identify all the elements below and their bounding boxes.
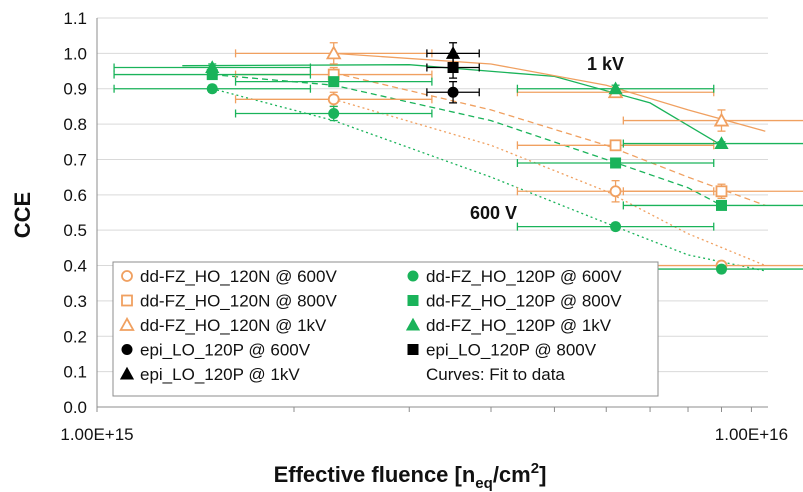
y-tick-label-11: 1.1 bbox=[63, 9, 87, 28]
x-axis-title: Effective fluence [neq/cm2] bbox=[274, 460, 547, 492]
y-axis-title: CCE bbox=[10, 192, 35, 238]
y-tick-label-3: 0.3 bbox=[63, 292, 87, 311]
annotation-1kv: 1 kV bbox=[587, 54, 624, 74]
point-marker bbox=[327, 93, 340, 106]
fit-curve-3 bbox=[212, 73, 722, 206]
axes bbox=[96, 18, 768, 412]
y-tick-label-6: 0.6 bbox=[63, 186, 87, 205]
point-s6-0 bbox=[426, 81, 480, 104]
legend-label-3: dd-FZ_HO_120P @ 800V bbox=[426, 292, 622, 311]
fit-curve-5 bbox=[212, 88, 766, 272]
legend-label-6: epi_LO_120P @ 600V bbox=[140, 341, 311, 360]
point-s3-3 bbox=[622, 199, 803, 211]
point-marker bbox=[609, 139, 622, 152]
point-marker bbox=[715, 199, 727, 211]
x-tick-label-1: 1.00E+16 bbox=[715, 425, 788, 444]
point-s2-2 bbox=[622, 183, 803, 200]
point-marker bbox=[610, 221, 622, 233]
point-marker bbox=[609, 185, 622, 198]
legend-label-1: dd-FZ_HO_120P @ 600V bbox=[426, 267, 622, 286]
point-marker bbox=[447, 86, 459, 98]
data-points bbox=[113, 42, 803, 275]
legend-label-2: dd-FZ_HO_120N @ 800V bbox=[140, 292, 337, 311]
legend: dd-FZ_HO_120N @ 600V dd-FZ_HO_120P @ 600V… bbox=[112, 261, 659, 397]
fit-curve-0 bbox=[182, 64, 722, 146]
legend-marker-8 bbox=[119, 366, 135, 380]
point-marker bbox=[206, 83, 218, 95]
y-tick-label-5: 0.5 bbox=[63, 221, 87, 240]
legend-label-4: dd-FZ_HO_120N @ 1kV bbox=[140, 316, 327, 335]
legend-marker-4 bbox=[119, 316, 135, 331]
legend-marker-0 bbox=[121, 270, 133, 282]
legend-marker-7 bbox=[407, 344, 419, 355]
point-s5-0 bbox=[113, 60, 312, 74]
legend-marker-6 bbox=[121, 344, 133, 355]
y-tick-label-9: 0.9 bbox=[63, 80, 87, 99]
y-tick-label-1: 0.1 bbox=[63, 363, 87, 382]
legend-marker-2 bbox=[121, 294, 133, 307]
point-s5-1 bbox=[516, 81, 715, 95]
point-s4-2 bbox=[622, 109, 803, 132]
point-s5-2 bbox=[622, 136, 803, 150]
point-s3-1 bbox=[234, 76, 433, 88]
point-marker bbox=[714, 136, 729, 150]
point-s1-0 bbox=[113, 83, 312, 95]
point-marker bbox=[713, 112, 730, 127]
annotation-600v: 600 V bbox=[470, 203, 517, 223]
point-s2-1 bbox=[516, 139, 715, 152]
legend-label-7: epi_LO_120P @ 800V bbox=[426, 341, 597, 360]
point-marker bbox=[715, 185, 728, 198]
tick-labels: 0.0 0.1 0.2 0.3 0.4 0.5 0.6 0.7 0.8 0.9 1.0 1.1 1.00… bbox=[60, 9, 788, 444]
legend-marker-1 bbox=[407, 270, 419, 282]
point-marker bbox=[328, 107, 340, 119]
point-marker bbox=[610, 157, 622, 169]
legend-label-0: dd-FZ_HO_120N @ 600V bbox=[140, 267, 337, 286]
point-s0-0 bbox=[234, 91, 433, 108]
y-tick-label-4: 0.4 bbox=[63, 257, 87, 276]
legend-box bbox=[112, 261, 659, 397]
point-s3-2 bbox=[516, 157, 715, 169]
x-tick-label-0: 1.00E+15 bbox=[60, 425, 133, 444]
legend-note: Curves: Fit to data bbox=[426, 365, 565, 384]
point-s1-2 bbox=[516, 221, 715, 233]
y-tick-label-10: 1.0 bbox=[63, 44, 87, 63]
point-s8-0 bbox=[426, 42, 480, 65]
legend-marker-5 bbox=[405, 317, 421, 331]
legend-marker-3 bbox=[407, 295, 419, 306]
point-marker bbox=[445, 46, 461, 59]
fit-curve-1 bbox=[333, 52, 766, 132]
point-marker bbox=[325, 45, 342, 60]
point-s4-0 bbox=[234, 42, 433, 65]
y-tick-label-8: 0.8 bbox=[63, 115, 87, 134]
fit-curves bbox=[182, 52, 766, 272]
y-tick-label-7: 0.7 bbox=[63, 150, 87, 169]
point-marker bbox=[328, 76, 340, 88]
point-marker bbox=[205, 60, 220, 74]
legend-label-5: dd-FZ_HO_120P @ 1kV bbox=[426, 316, 612, 335]
point-marker bbox=[608, 81, 623, 95]
y-tick-label-0: 0.0 bbox=[63, 398, 87, 417]
point-marker bbox=[715, 263, 727, 275]
point-s1-1 bbox=[234, 105, 433, 122]
legend-label-8: epi_LO_120P @ 1kV bbox=[140, 365, 300, 384]
y-tick-label-2: 0.2 bbox=[63, 327, 87, 346]
